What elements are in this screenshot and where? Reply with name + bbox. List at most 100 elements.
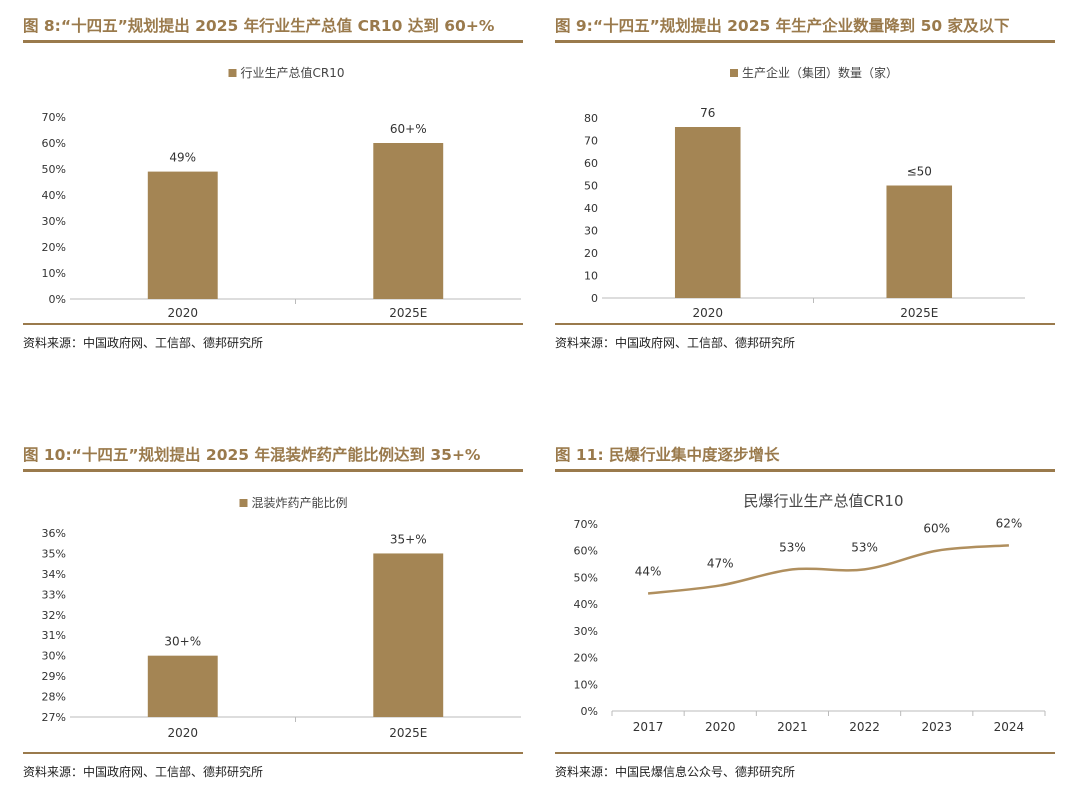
bar [147, 171, 218, 299]
y-tick-label: 60 [584, 157, 598, 170]
title-rule [23, 469, 523, 472]
y-tick-label: 0% [49, 293, 66, 306]
y-tick-label: 10 [584, 270, 598, 283]
data-label: 47% [707, 556, 734, 570]
legend-swatch [228, 69, 237, 77]
bar-chart-cr10: 行业生产总值CR10 0% 10% 20% 30% 40% 50% 60% 70% 49% 2020… [42, 65, 521, 320]
x-tick-label: 2021 [777, 720, 808, 734]
data-label: 60% [923, 522, 950, 536]
y-tick-label: 50 [584, 180, 598, 193]
legend-label: 混装炸药产能比例 [252, 496, 348, 510]
y-tick-label: 60% [574, 545, 598, 558]
figure-8: 图 8:“十四五”规划提出 2025 年行业生产总值 CR10 达到 60+% … [23, 12, 523, 357]
y-tick-label: 0 [591, 292, 598, 305]
y-tick-label: 29% [42, 670, 66, 683]
y-tick-label: 40% [42, 189, 66, 202]
legend: 混装炸药产能比例 [239, 496, 348, 510]
data-label: 76 [700, 106, 715, 120]
y-tick-label: 27% [42, 711, 66, 724]
figure-11: 图 11: 民爆行业集中度逐步增长 民爆行业生产总值CR10 0% 10% 20% 30… [555, 441, 1055, 791]
x-tick-label: 2020 [705, 720, 736, 734]
data-label: 35+% [390, 532, 427, 546]
source-note: 资料来源：中国民爆信息公众号、德邦研究所 [555, 765, 796, 779]
figure-10: 图 10:“十四五”规划提出 2025 年混装炸药产能比例达到 35+% 混装炸… [23, 441, 523, 791]
y-tick-label: 80 [584, 112, 598, 125]
y-tick-label: 30% [574, 625, 598, 638]
bottom-rule [555, 323, 1055, 325]
title-rule [555, 469, 1055, 472]
source-note: 资料来源：中国政府网、工信部、德邦研究所 [23, 336, 264, 350]
data-label: 53% [851, 540, 878, 554]
y-tick-label: 36% [42, 527, 66, 540]
bar [373, 143, 444, 299]
data-label: 62% [996, 516, 1023, 530]
y-tick-label: 70% [42, 111, 66, 124]
figure-title: 图 9:“十四五”规划提出 2025 年生产企业数量降到 50 家及以下 [555, 17, 1010, 35]
series-line [647, 544, 1010, 595]
legend: 行业生产总值CR10 [228, 65, 345, 80]
y-tick-label: 32% [42, 609, 66, 622]
y-tick-label: 20 [584, 247, 598, 260]
y-tick-label: 70% [574, 518, 598, 531]
x-tick-label: 2022 [849, 720, 880, 734]
title-rule [555, 40, 1055, 43]
y-tick-label: 30 [584, 225, 598, 238]
data-label: 53% [779, 540, 806, 554]
bottom-rule [23, 323, 523, 325]
bar [373, 553, 444, 717]
y-tick-label: 70 [584, 135, 598, 148]
bottom-rule [23, 752, 523, 754]
x-tick-label: 2025E [389, 306, 427, 320]
y-tick-label: 34% [42, 568, 66, 581]
title-rule [23, 40, 523, 43]
y-tick-label: 33% [42, 588, 66, 601]
bar [147, 655, 218, 717]
bar [674, 127, 741, 298]
y-tick-label: 0% [581, 705, 598, 718]
x-tick-label: 2017 [633, 720, 664, 734]
y-tick-label: 50% [574, 571, 598, 584]
y-tick-label: 31% [42, 629, 66, 642]
bar [886, 185, 953, 298]
y-tick-label: 20% [574, 652, 598, 665]
x-tick-label: 2023 [921, 720, 952, 734]
legend-swatch [239, 499, 248, 507]
y-tick-label: 50% [42, 163, 66, 176]
x-tick-label: 2020 [167, 306, 198, 320]
chart-title: 民爆行业生产总值CR10 [744, 492, 904, 510]
data-label: ≤50 [907, 165, 932, 179]
y-tick-label: 20% [42, 241, 66, 254]
y-tick-label: 10% [574, 678, 598, 691]
data-label: 60+% [390, 122, 427, 136]
legend-swatch [730, 69, 738, 77]
y-tick-label: 40% [574, 598, 598, 611]
x-tick-label: 2024 [994, 720, 1025, 734]
source-note: 资料来源：中国政府网、工信部、德邦研究所 [555, 336, 796, 350]
figure-title: 图 8:“十四五”规划提出 2025 年行业生产总值 CR10 达到 60+% [23, 17, 495, 35]
y-tick-label: 40 [584, 202, 598, 215]
y-tick-label: 10% [42, 267, 66, 280]
bottom-rule [555, 752, 1055, 754]
legend-label: 行业生产总值CR10 [241, 65, 345, 80]
bar-chart-mixed-explosive-ratio: 混装炸药产能比例 27% 28% 29% 30% 31% 32% 33% 34% 35% 36% 30… [42, 496, 521, 740]
x-tick-label: 2025E [900, 306, 938, 320]
y-tick-label: 28% [42, 691, 66, 704]
x-tick-label: 2025E [389, 726, 427, 740]
x-tick-label: 2020 [167, 726, 198, 740]
y-tick-label: 30% [42, 215, 66, 228]
x-tick-label: 2020 [692, 306, 723, 320]
figure-title: 图 10:“十四五”规划提出 2025 年混装炸药产能比例达到 35+% [23, 446, 481, 464]
y-tick-label: 60% [42, 137, 66, 150]
data-label: 49% [169, 151, 196, 165]
data-label: 30+% [164, 635, 201, 649]
data-label: 44% [635, 564, 662, 578]
legend: 生产企业（集团）数量（家） [730, 65, 898, 80]
line-chart-cr10-trend: 民爆行业生产总值CR10 0% 10% 20% 30% 40% 50% 60% 70% 44% 20… [574, 492, 1046, 734]
figure-title: 图 11: 民爆行业集中度逐步增长 [555, 446, 780, 464]
y-tick-label: 35% [42, 547, 66, 560]
y-tick-label: 30% [42, 650, 66, 663]
legend-label: 生产企业（集团）数量（家） [742, 65, 898, 80]
source-note: 资料来源：中国政府网、工信部、德邦研究所 [23, 765, 264, 779]
figure-9: 图 9:“十四五”规划提出 2025 年生产企业数量降到 50 家及以下 生产企… [555, 12, 1055, 357]
bar-chart-enterprise-count: 生产企业（集团）数量（家） 0 10 20 30 40 50 60 70 80 76 2020 ≤50 2… [584, 65, 1025, 320]
